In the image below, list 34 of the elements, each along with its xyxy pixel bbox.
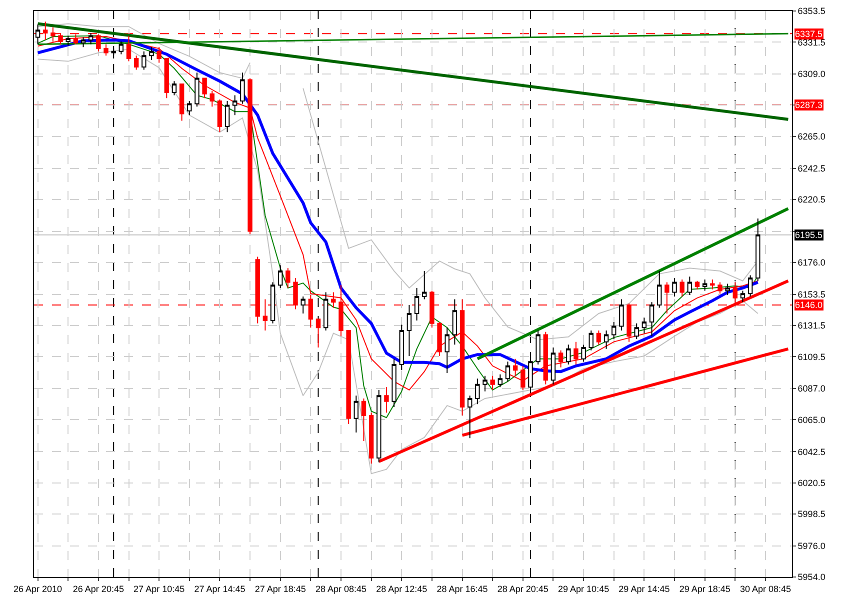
y-tick-label: 6042.5 — [798, 446, 826, 457]
y-tick-label: 6109.5 — [798, 352, 826, 362]
y-tick-label: 6020.5 — [798, 478, 826, 488]
ref-line-label: 6195.5 — [795, 230, 823, 240]
x-tick-label: 28 Apr 16:45 — [436, 584, 488, 594]
x-tick-label: 27 Apr 18:45 — [254, 584, 306, 594]
y-tick-label: 5976.0 — [798, 540, 826, 551]
ref-line-label: 6146.0 — [795, 300, 823, 310]
y-tick-label: 6176.0 — [798, 258, 826, 268]
ref-line-label: 6337.5 — [795, 29, 823, 39]
y-tick-label: 6153.5 — [798, 290, 826, 300]
y-tick-label: 5954.0 — [798, 572, 826, 582]
x-tick-label: 27 Apr 14:45 — [194, 584, 246, 594]
x-tick-label: 28 Apr 08:45 — [315, 584, 367, 594]
y-tick-label: 6265.0 — [798, 132, 826, 142]
y-tick-label: 6220.5 — [798, 194, 826, 205]
x-tick-label: 28 Apr 20:45 — [497, 584, 548, 594]
x-tick-label: 29 Apr 10:45 — [558, 584, 610, 594]
x-tick-label: 29 Apr 18:45 — [679, 584, 730, 594]
y-tick-label: 6131.5 — [798, 320, 826, 331]
y-tick-label: 6065.0 — [798, 414, 826, 425]
y-tick-label: 6242.5 — [798, 163, 826, 174]
x-tick-label: 26 Apr 20:45 — [72, 584, 124, 594]
x-tick-label: 28 Apr 12:45 — [376, 584, 428, 594]
y-tick-label: 6309.0 — [798, 69, 826, 80]
y-tick-label: 6331.5 — [798, 37, 826, 48]
y-tick-label: 6087.0 — [798, 384, 826, 394]
x-tick-label: 27 Apr 10:45 — [134, 584, 185, 594]
y-tick-label: 5998.5 — [798, 509, 826, 520]
x-tick-label: 26 Apr 2010 — [14, 584, 62, 594]
x-tick-label: 29 Apr 14:45 — [618, 584, 670, 594]
ref-line-label: 6287.3 — [795, 100, 823, 110]
x-tick-label: 30 Apr 08:45 — [740, 584, 791, 594]
y-tick-label: 6353.5 — [798, 6, 826, 16]
